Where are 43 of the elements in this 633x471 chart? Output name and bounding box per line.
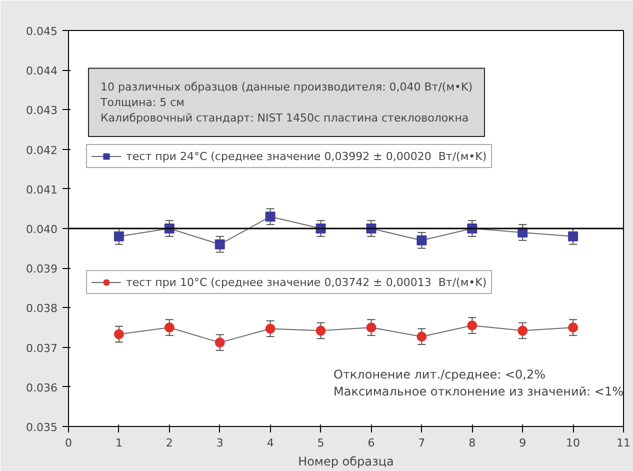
x-tick-label: 0 <box>65 436 72 450</box>
point <box>265 212 276 222</box>
y-tick-label: 0.037 <box>26 342 58 355</box>
point <box>164 322 174 332</box>
y-tick-label: 0.045 <box>26 25 58 38</box>
x-tick-label: 2 <box>166 436 173 450</box>
point <box>416 235 427 246</box>
x-tick-label: 11 <box>616 436 630 450</box>
y-tick-label: 0.044 <box>26 64 58 78</box>
x-tick-label: 8 <box>468 436 476 450</box>
annotation: 10 различных образцов (данные производителя: 0,040 Вт/(м•K) Толщина: 5 см Калибровочный стандарт: NIST 1450c пластина стекловолокна <box>100 80 473 124</box>
x-tick-label: 3 <box>216 436 224 450</box>
y-tick-label: 0.035 <box>26 421 58 434</box>
y-tick-label: 0.041 <box>26 183 58 196</box>
point <box>114 329 124 340</box>
point <box>214 239 225 250</box>
point <box>265 324 276 334</box>
annotation: Отклонение лит./среднее: <0,2% Максимальное отклонение из значений: <1% <box>334 368 624 398</box>
x-tick-label: 9 <box>519 436 526 450</box>
point <box>467 320 478 331</box>
x-tick-label: 5 <box>317 436 324 450</box>
legend-label: тест при 24°C (среднее значение 0,03992 ± 0,00020 Вт/(м•K) <box>126 149 487 163</box>
point <box>568 322 578 332</box>
point <box>316 326 326 336</box>
y-tick-label: 0.038 <box>26 302 58 316</box>
y-tick-label: 0.040 <box>26 223 58 236</box>
x-tick-label: 7 <box>418 436 426 450</box>
point <box>214 338 225 348</box>
point <box>114 231 124 242</box>
x-tick-label: 4 <box>266 436 274 450</box>
x-tick-label: 10 <box>566 436 580 450</box>
x-tick-label: 1 <box>115 436 122 450</box>
point <box>568 231 578 242</box>
point <box>518 326 528 336</box>
y-tick-label: 0.039 <box>26 262 58 276</box>
x-axis-title: Номер образца <box>298 454 394 468</box>
point <box>416 332 427 342</box>
y-tick-label: 0.043 <box>26 104 58 118</box>
y-tick-label: 0.036 <box>26 381 58 394</box>
y-tick-label: 0.042 <box>26 144 58 157</box>
x-tick-label: 6 <box>368 436 375 450</box>
legend-label: тест при 10°C (среднее значение 0,03742 ± 0,00013 Вт/(м•K) <box>126 275 487 289</box>
point <box>366 322 376 332</box>
